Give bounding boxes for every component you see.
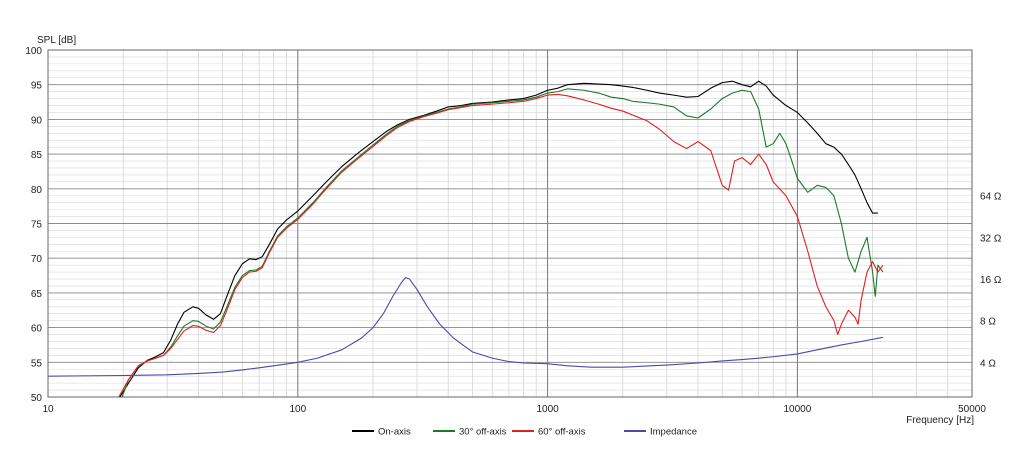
legend-label-3: Impedance <box>650 427 697 438</box>
y-tick-label: 55 <box>31 358 43 369</box>
series-line-3 <box>47 277 884 377</box>
legend-label-1: 30° off-axis <box>459 427 507 438</box>
y-tick-label: 60 <box>31 324 43 335</box>
impedance-tick-label: 16 Ω <box>980 275 1002 286</box>
x-tick-label: 1000 <box>536 404 559 415</box>
y-tick-label: 95 <box>31 81 43 92</box>
x-axis-label: Frequency [Hz] <box>906 415 974 426</box>
y-axis-ticks: 100 95 90 85 80 75 70 65 60 55 50 <box>25 46 42 404</box>
y-tick-label: 90 <box>31 115 43 126</box>
y-tick-label: 85 <box>31 150 43 161</box>
legend-label-2: 60° off-axis <box>538 427 586 438</box>
x-tick-label: 50000 <box>958 404 986 415</box>
series-line-0 <box>119 80 878 398</box>
x-tick-label: 100 <box>289 404 306 415</box>
impedance-tick-label: 4 Ω <box>980 358 996 369</box>
x-axis-ticks: 10 100 1000 10000 50000 <box>42 404 986 415</box>
x-tick-label: 10 <box>42 404 54 415</box>
legend-label-0: On-axis <box>378 427 411 438</box>
legend: On-axis 30° off-axis 60° off-axis Impedance <box>352 427 697 438</box>
y-tick-label: 75 <box>31 220 43 231</box>
y-tick-label: 50 <box>31 393 43 404</box>
impedance-axis-ticks: 64 Ω 32 Ω 16 Ω 8 Ω 4 Ω <box>980 192 1002 370</box>
plot-border <box>47 49 973 398</box>
y-tick-label: 65 <box>31 289 43 300</box>
series-line-2 <box>118 93 884 398</box>
impedance-tick-label: 64 Ω <box>980 192 1002 203</box>
y-axis-label: SPL [dB] <box>37 35 76 46</box>
impedance-tick-label: 32 Ω <box>980 233 1002 244</box>
y-tick-label: 70 <box>31 254 43 265</box>
series-line-1 <box>121 88 884 398</box>
x-tick-label: 10000 <box>783 404 811 415</box>
series-layer <box>47 80 884 398</box>
y-tick-label: 80 <box>31 185 43 196</box>
impedance-tick-label: 8 Ω <box>980 317 996 328</box>
y-tick-label: 100 <box>25 46 42 57</box>
